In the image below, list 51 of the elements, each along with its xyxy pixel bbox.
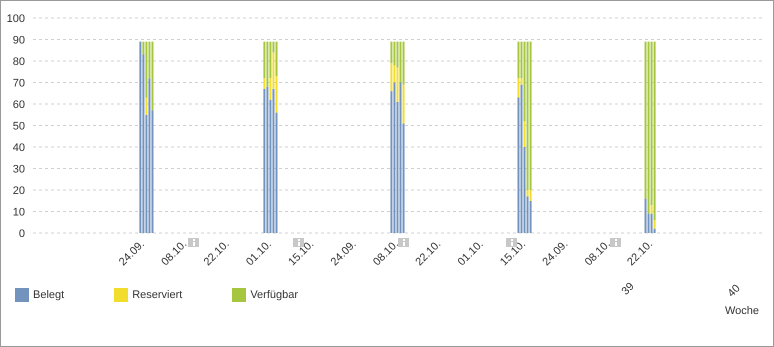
y-tick-label: 60 xyxy=(12,98,25,111)
bar xyxy=(530,42,532,190)
y-tick-label: 80 xyxy=(12,56,25,68)
bar xyxy=(648,42,650,214)
text: 40 xyxy=(726,282,743,300)
text: 39 xyxy=(620,280,637,298)
bar xyxy=(272,88,274,233)
bar xyxy=(402,42,405,85)
bar xyxy=(139,42,142,233)
bar xyxy=(654,220,656,229)
y-tick-label: 100 xyxy=(6,12,25,25)
bar xyxy=(148,78,150,233)
y-tick-label: 20 xyxy=(12,184,25,197)
bar xyxy=(145,42,148,98)
bar xyxy=(517,78,520,98)
legend-label: Belegt xyxy=(33,288,64,301)
bar xyxy=(396,67,398,102)
y-tick-label: 10 xyxy=(12,206,25,218)
bar xyxy=(650,214,653,233)
bar xyxy=(145,98,148,115)
y-tick-label: 70 xyxy=(12,77,25,90)
legend-label: Reserviert xyxy=(132,288,182,301)
y-tick-label: 90 xyxy=(12,34,25,46)
y-tick-label: 0 xyxy=(18,228,25,240)
bar xyxy=(263,78,266,89)
bar xyxy=(390,63,392,92)
bar xyxy=(276,42,278,76)
y-tick-label: 40 xyxy=(12,142,25,154)
bar xyxy=(266,42,268,87)
bar xyxy=(654,42,656,220)
bar xyxy=(520,84,523,233)
bar xyxy=(524,121,526,147)
bar xyxy=(390,42,392,64)
bar xyxy=(393,82,396,233)
bar xyxy=(650,205,653,214)
bar xyxy=(526,42,529,190)
bar xyxy=(266,86,268,233)
bar xyxy=(151,42,154,110)
bar xyxy=(400,82,402,233)
y-tick-label: 30 xyxy=(12,163,25,176)
bar xyxy=(530,190,532,201)
legend-label: Verfügbar xyxy=(250,288,298,301)
bar xyxy=(402,84,405,124)
bar xyxy=(517,42,520,78)
bar xyxy=(530,200,532,233)
bar xyxy=(393,42,396,66)
x-axis-title: Woche xyxy=(725,305,760,317)
bar xyxy=(644,198,647,233)
bar xyxy=(400,42,402,82)
bar xyxy=(263,88,266,233)
y-tick-label: 50 xyxy=(12,120,25,132)
